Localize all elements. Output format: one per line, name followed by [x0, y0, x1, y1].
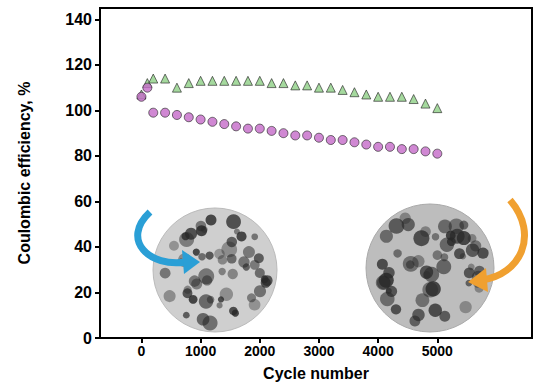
svg-text:1000: 1000 — [185, 343, 216, 359]
svg-text:3000: 3000 — [303, 343, 334, 359]
svg-text:0: 0 — [138, 343, 146, 359]
svg-text:100: 100 — [65, 102, 92, 119]
svg-text:140: 140 — [65, 11, 92, 28]
svg-text:2000: 2000 — [244, 343, 275, 359]
svg-text:4000: 4000 — [363, 343, 394, 359]
svg-text:5000: 5000 — [422, 343, 453, 359]
svg-text:120: 120 — [65, 56, 92, 73]
svg-text:60: 60 — [74, 193, 92, 210]
svg-text:80: 80 — [74, 147, 92, 164]
svg-text:40: 40 — [74, 238, 92, 255]
svg-text:0: 0 — [83, 330, 92, 347]
svg-text:Cycle number: Cycle number — [263, 365, 369, 382]
svg-text:Coulombic efficiency, %: Coulombic efficiency, % — [16, 82, 33, 265]
svg-text:20: 20 — [74, 284, 92, 301]
